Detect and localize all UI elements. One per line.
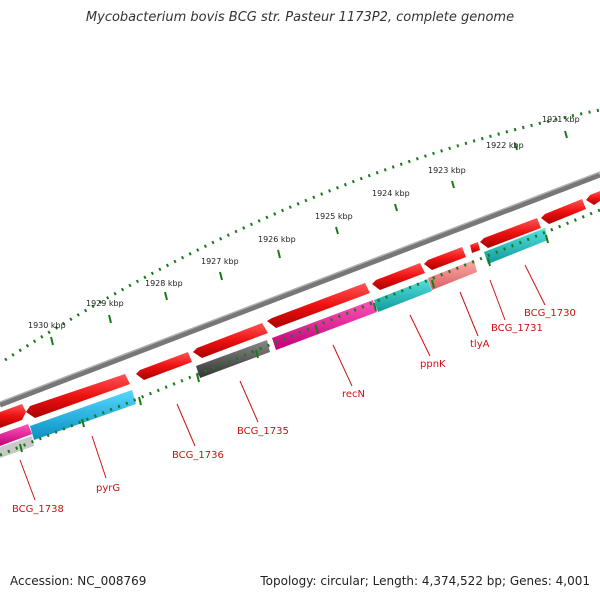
forward-strand xyxy=(0,191,600,428)
kbp-label: 1924 kbp xyxy=(372,189,410,198)
gene-feature xyxy=(272,300,377,350)
kbp-label: 1921 kbp xyxy=(542,115,580,124)
reverse-strand xyxy=(0,228,548,458)
gene-feature xyxy=(470,242,480,253)
leader-lines xyxy=(19,264,546,501)
gene-labels: BCG_1730 BCG_1731 tlyA ppnK recN BCG_173… xyxy=(12,308,576,515)
gene-label: tlyA xyxy=(470,339,490,350)
genome-title: Mycobacterium bovis BCG str. Pasteur 117… xyxy=(85,10,515,25)
scale-labels: 1921 kbp 1922 kbp 1923 kbp 1924 kbp 1925… xyxy=(28,115,580,330)
kbp-label: 1922 kbp xyxy=(486,141,524,150)
gene-feature xyxy=(424,247,466,270)
kbp-label: 1923 kbp xyxy=(428,166,466,175)
kbp-label: 1928 kbp xyxy=(145,279,183,288)
gene-feature xyxy=(267,283,370,328)
genome-backbone xyxy=(0,172,600,408)
genome-summary-text: Topology: circular; Length: 4,374,522 bp… xyxy=(260,574,590,588)
kbp-label: 1927 kbp xyxy=(201,257,239,266)
gene-feature xyxy=(193,323,268,358)
gene-feature xyxy=(428,260,477,290)
accession-text: Accession: NC_008769 xyxy=(10,574,147,588)
inner-major-ticks xyxy=(19,234,549,453)
scale-dots-inner xyxy=(0,208,600,457)
gene-feature xyxy=(0,404,26,428)
gene-label: BCG_1738 xyxy=(12,504,64,515)
gene-feature xyxy=(484,228,548,264)
gene-feature xyxy=(374,279,432,312)
kbp-label: 1926 kbp xyxy=(258,235,296,244)
kbp-label: 1929 kbp xyxy=(86,299,124,308)
gene-feature xyxy=(541,199,586,224)
gene-feature xyxy=(30,390,136,440)
gene-label: ppnK xyxy=(420,359,446,370)
gene-feature xyxy=(372,263,425,290)
kbp-label: 1930 kbp xyxy=(28,321,66,330)
gene-label: BCG_1731 xyxy=(491,323,543,334)
gene-label: BCG_1736 xyxy=(172,450,224,461)
scale-major-ticks xyxy=(50,130,568,346)
gene-label: BCG_1735 xyxy=(237,426,289,437)
gene-feature xyxy=(480,218,541,248)
gene-feature xyxy=(0,424,32,446)
gene-feature xyxy=(586,191,600,205)
gene-label: BCG_1730 xyxy=(524,308,576,319)
gene-label: pyrG xyxy=(96,483,120,494)
kbp-label: 1925 kbp xyxy=(315,212,353,221)
scale-dots-outer xyxy=(4,108,600,362)
backbone-highlight xyxy=(0,171,600,403)
gene-label: recN xyxy=(342,389,365,400)
gene-feature xyxy=(26,374,130,418)
gene-feature xyxy=(136,352,192,380)
